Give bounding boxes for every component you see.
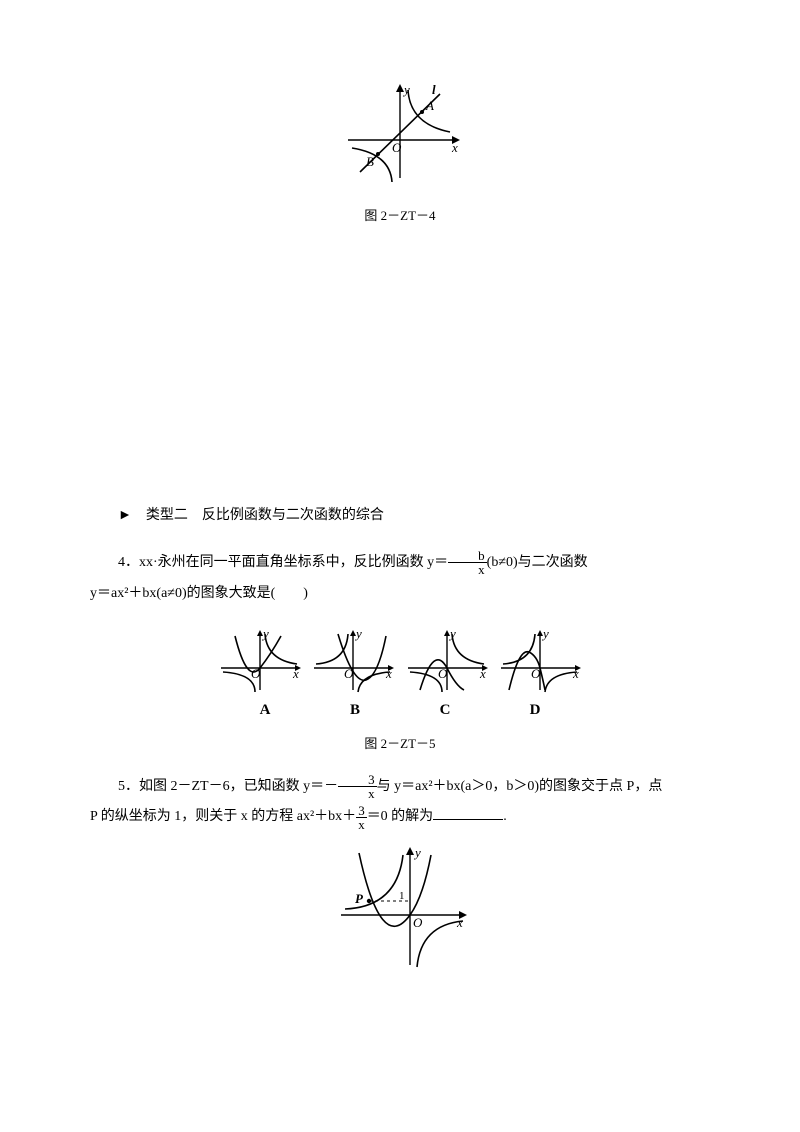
problem4-option-labels: ABCD — [90, 702, 710, 719]
figure1-svg: y x O l A B — [330, 80, 470, 190]
option-a-label: A — [220, 702, 310, 719]
problem-5: 5．如图 2－ZT－6，已知函数 y＝－3x与 y＝ax²＋bx(a＞0，b＞0… — [90, 772, 710, 803]
answer-blank — [433, 806, 503, 820]
option-b-svg: y x O — [308, 628, 398, 698]
problem5-period: . — [503, 809, 507, 824]
problem5-line2a: P 的纵坐标为 1，则关于 x 的方程 ax²＋bx＋ — [90, 809, 356, 824]
point-b-label: B — [366, 154, 374, 169]
problem-4-line2: y＝ax²＋bx(a≠0)的图象大致是( ) — [90, 579, 710, 610]
figure5-caption: 图 2－ZT－5 — [90, 733, 710, 752]
problem-5-line2: P 的纵坐标为 1，则关于 x 的方程 ax²＋bx＋3x＝0 的解为. — [90, 802, 710, 833]
origin-label: O — [392, 140, 402, 155]
option-c-label: C — [400, 702, 490, 719]
option-d-svg: y x O — [495, 628, 585, 698]
problem-4: 4．xx·永州在同一平面直角坐标系中，反比例函数 y＝bx(b≠0)与二次函数 — [90, 548, 710, 579]
figure-zt-4: y x O l A B 图 2－ZT－4 — [90, 80, 710, 224]
section-marker: ► — [118, 508, 132, 523]
option-a-svg: y x O — [215, 628, 305, 698]
figure1-caption: 图 2－ZT－4 — [90, 205, 710, 224]
figure6-svg: y x O P 1 — [325, 845, 475, 975]
problem5-mid1: 与 y＝ax²＋bx(a＞0，b＞0)的图象交于点 P，点 — [377, 779, 663, 794]
svg-text:y: y — [354, 628, 362, 641]
svg-text:x: x — [385, 666, 392, 681]
option-c-svg: y x O — [402, 628, 492, 698]
svg-text:x: x — [292, 666, 299, 681]
section-2-title: ► 类型二 反比例函数与二次函数的综合 — [90, 504, 710, 524]
svg-text:y: y — [541, 628, 549, 641]
problem4-prefix: 4．xx·永州在同一平面直角坐标系中，反比例函数 y＝ — [118, 555, 448, 570]
fig6-one-label: 1 — [399, 890, 405, 902]
svg-text:x: x — [479, 666, 486, 681]
point-a-label: A — [425, 98, 434, 113]
fig6-p-label: P — [355, 891, 364, 906]
option-b-label: B — [310, 702, 400, 719]
problem5-line2b: ＝0 的解为 — [367, 809, 434, 824]
line-l-label: l — [432, 82, 436, 97]
axis-x-label: x — [451, 140, 458, 155]
fig6-o-label: O — [413, 915, 423, 930]
figure-zt-6: y x O P 1 — [90, 845, 710, 980]
svg-text:O: O — [344, 666, 354, 681]
problem4-after: (b≠0)与二次函数 — [487, 555, 588, 570]
section-title-text: 类型二 反比例函数与二次函数的综合 — [146, 508, 384, 523]
problem5-frac1: 3x — [338, 773, 377, 800]
option-d-label: D — [490, 702, 580, 719]
problem4-options: y x O y x O y x O y x O — [90, 628, 710, 698]
problem4-frac: bx — [448, 549, 487, 576]
problem5-frac2: 3x — [356, 804, 367, 831]
problem5-prefix: 5．如图 2－ZT－6，已知函数 y＝－ — [118, 779, 338, 794]
svg-text:x: x — [572, 666, 579, 681]
fig6-y-label: y — [413, 845, 421, 860]
